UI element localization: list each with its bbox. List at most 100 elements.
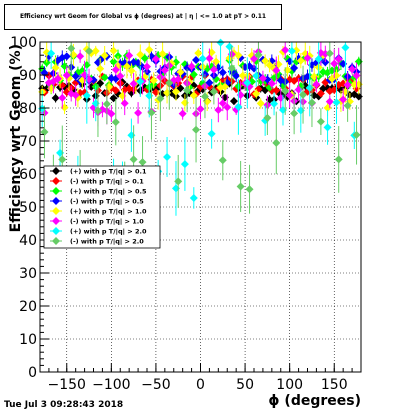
data-point xyxy=(196,105,205,114)
data-point xyxy=(140,54,149,63)
legend-label: (-) with p T/|q| > 0.5 xyxy=(70,198,144,207)
data-point xyxy=(47,49,56,58)
x-tick-label: −150 xyxy=(48,377,86,393)
data-point xyxy=(354,57,363,66)
chart-title: Efficiency wrt Geom for Global vs ϕ (deg… xyxy=(19,13,267,20)
data-point xyxy=(93,106,102,115)
data-point xyxy=(221,82,230,91)
data-point xyxy=(339,95,348,104)
data-point xyxy=(171,184,180,193)
data-point xyxy=(183,86,192,95)
data-point xyxy=(85,47,94,56)
data-point xyxy=(69,50,78,59)
data-point xyxy=(296,56,305,65)
legend-box xyxy=(43,165,161,249)
data-point xyxy=(207,129,216,138)
legend-label: (+) with p T/|q| > 1.0 xyxy=(70,208,147,217)
data-point xyxy=(192,125,201,134)
data-point xyxy=(270,99,279,108)
y-tick-label: 100 xyxy=(10,35,37,51)
data-point xyxy=(76,52,85,61)
data-point xyxy=(125,51,134,60)
legend-label: (+) with p T/|q| > 0.5 xyxy=(70,188,147,197)
legend-marker xyxy=(52,197,60,205)
legend-label: (-) with p T/|q| > 2.0 xyxy=(70,238,144,247)
data-point xyxy=(200,92,209,101)
data-point xyxy=(111,65,120,74)
data-point xyxy=(136,77,145,86)
data-point xyxy=(91,47,100,56)
data-point xyxy=(60,103,69,112)
data-point xyxy=(100,73,109,82)
x-tick-label: −50 xyxy=(141,377,171,393)
data-point xyxy=(341,43,350,52)
data-point xyxy=(127,131,136,140)
data-point xyxy=(149,76,158,85)
data-point xyxy=(316,89,325,98)
y-tick-label: 60 xyxy=(19,167,37,183)
data-point xyxy=(223,103,232,112)
data-point xyxy=(125,84,134,93)
data-point xyxy=(62,52,71,61)
data-point xyxy=(218,156,227,165)
data-point xyxy=(129,79,138,88)
y-tick-label: 20 xyxy=(19,299,37,315)
data-point xyxy=(343,101,352,110)
legend-label: (-) with p T/|q| > 0.1 xyxy=(70,178,144,187)
legend-label: (+) with p T/|q| > 0.1 xyxy=(70,168,147,177)
y-tick-label: 80 xyxy=(19,101,37,117)
x-tick-label: 150 xyxy=(321,377,348,393)
data-point xyxy=(267,79,276,88)
data-point xyxy=(250,54,258,63)
data-point xyxy=(174,177,183,186)
data-point xyxy=(263,113,272,122)
y-tick-label: 40 xyxy=(19,233,37,249)
data-point xyxy=(234,102,243,111)
y-axis-label: Efficiency wrt Geom (%) xyxy=(8,44,24,232)
data-point xyxy=(252,89,261,98)
data-point xyxy=(334,55,343,64)
data-point xyxy=(53,74,62,83)
x-tick-label: 0 xyxy=(196,377,205,393)
legend-marker xyxy=(52,167,60,175)
data-point xyxy=(312,80,321,89)
data-point xyxy=(281,46,290,55)
data-point xyxy=(189,193,198,202)
data-point xyxy=(254,50,263,59)
legend-label: (-) with p T/|q| > 1.0 xyxy=(70,218,144,227)
data-point xyxy=(243,78,252,87)
data-point xyxy=(174,75,183,84)
data-point xyxy=(171,87,180,96)
data-point xyxy=(352,71,361,80)
data-point xyxy=(100,51,109,60)
data-point xyxy=(58,155,67,164)
data-point xyxy=(109,46,118,55)
data-point xyxy=(58,93,67,102)
data-point xyxy=(216,38,225,47)
data-point xyxy=(265,61,274,70)
legend-marker xyxy=(52,237,60,245)
data-point xyxy=(71,72,80,81)
data-point xyxy=(261,56,270,65)
data-point xyxy=(281,87,290,96)
data-point xyxy=(192,55,201,64)
legend-marker xyxy=(52,227,60,235)
data-point xyxy=(227,64,236,73)
data-point xyxy=(236,182,245,191)
data-point xyxy=(111,86,120,95)
data-point xyxy=(325,97,334,106)
legend-marker xyxy=(52,187,60,195)
data-point xyxy=(109,57,118,66)
data-point xyxy=(348,65,357,74)
data-point xyxy=(258,74,267,83)
data-point xyxy=(62,71,71,80)
data-point xyxy=(330,59,339,68)
data-point xyxy=(290,63,299,72)
data-point xyxy=(205,54,214,63)
data-point xyxy=(180,160,189,169)
data-point xyxy=(299,90,308,99)
data-point xyxy=(129,155,138,164)
data-point xyxy=(194,49,203,58)
data-point xyxy=(160,66,169,75)
legend-marker xyxy=(52,177,60,185)
